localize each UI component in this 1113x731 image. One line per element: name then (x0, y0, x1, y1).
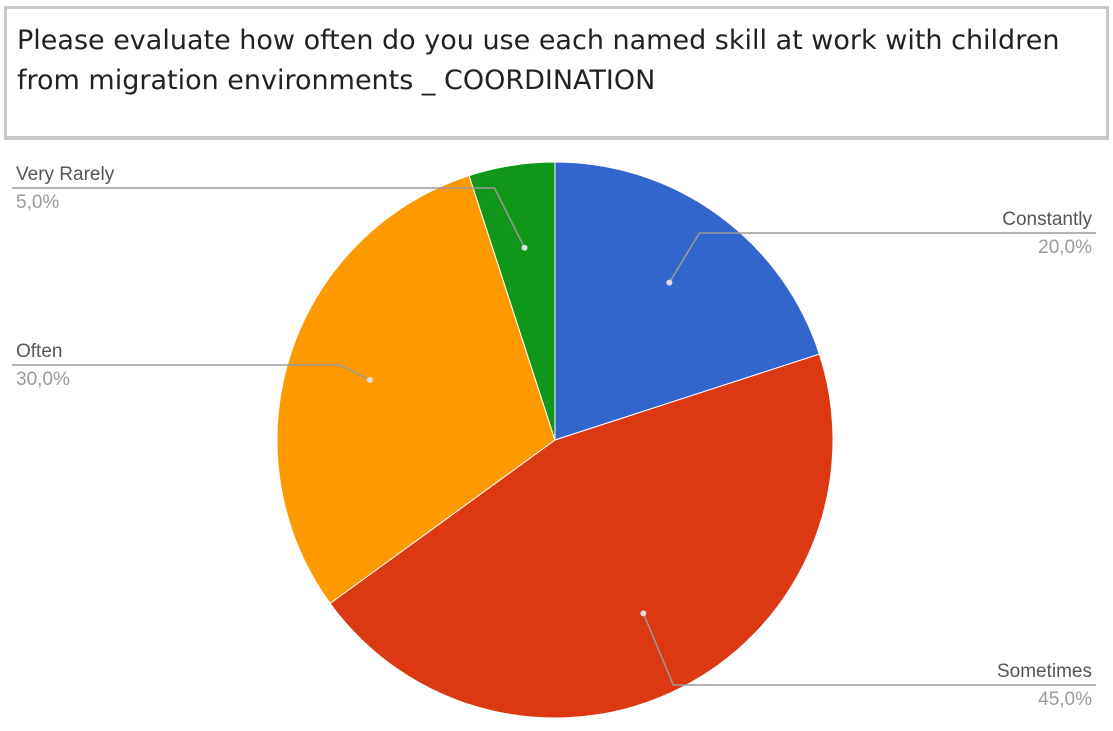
slice-percent-label: 5,0% (16, 192, 59, 213)
leader-dot (640, 610, 647, 617)
slice-percent-label: 45,0% (1038, 689, 1092, 710)
slice-label: Constantly (1002, 209, 1092, 230)
slice-label: Sometimes (997, 661, 1092, 682)
pie-slice-constantly (554, 161, 821, 441)
pie-chart: Constantly 20,0% Sometimes 45,0% Often 30,0% V… (12, 161, 1096, 719)
leader-line (12, 364, 371, 381)
pie-slice-very-rarely (468, 161, 556, 441)
leader-dot (666, 279, 673, 286)
slice-label: Very Rarely (16, 164, 115, 185)
pie-slice-often (276, 174, 556, 605)
leader-dot (366, 376, 373, 383)
leader-line (12, 187, 526, 249)
chart-title: Please evaluate how often do you use eac… (17, 25, 1069, 96)
slice-percent-label: 20,0% (1038, 237, 1092, 258)
leader-dot (521, 244, 528, 251)
leader-line (668, 232, 1096, 283)
slice-label: Often (16, 341, 62, 362)
leader-line (642, 613, 1096, 686)
slice-percent-label: 30,0% (16, 369, 70, 390)
pie-slice-sometimes (329, 353, 834, 719)
chart-title-box: Please evaluate how often do you use eac… (4, 6, 1109, 140)
pie-chart-area: Constantly 20,0% Sometimes 45,0% Often 30,0% V… (0, 143, 1113, 731)
